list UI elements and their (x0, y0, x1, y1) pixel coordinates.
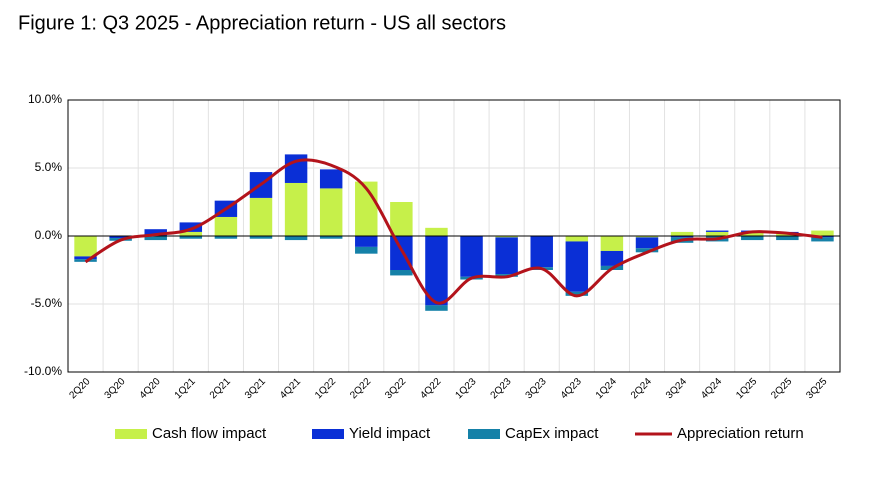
bar (425, 227, 448, 236)
x-tick-label: 3Q20 (103, 376, 128, 401)
x-tick-label: 1Q24 (594, 376, 619, 401)
bar (811, 237, 834, 242)
bar (635, 237, 659, 249)
x-tick-label: 2Q21 (208, 376, 233, 401)
bar (705, 231, 729, 236)
legend-label: Appreciation return (677, 425, 804, 442)
bar (249, 236, 273, 239)
bar (284, 236, 308, 241)
x-tick-label: 1Q25 (734, 376, 759, 401)
line (84, 158, 823, 305)
bar (600, 250, 624, 266)
x-tick-label: 4Q21 (278, 376, 303, 401)
y-tick-label: 0.0% (35, 228, 63, 242)
y-tick-label: -5.0% (31, 296, 63, 310)
x-tick-label: 2Q22 (348, 376, 373, 401)
x-tick-label: 3Q24 (664, 376, 689, 401)
legend-swatch (468, 429, 500, 439)
x-tick-label: 1Q22 (313, 376, 338, 401)
bar (425, 305, 448, 311)
bar (179, 236, 203, 239)
bar (179, 222, 203, 232)
y-tick-label: -10.0% (24, 364, 62, 378)
x-tick-label: 4Q24 (699, 376, 724, 401)
bar (565, 291, 589, 296)
x-tick-label: 4Q23 (559, 376, 584, 401)
bar (319, 188, 343, 236)
bar (249, 197, 273, 236)
x-tick-label: 4Q20 (138, 376, 163, 401)
bar (741, 231, 764, 236)
bar (355, 246, 378, 254)
bar (319, 236, 343, 239)
x-tick-label: 2Q23 (489, 376, 514, 401)
bar (460, 236, 483, 277)
x-tick-label: 2Q25 (769, 376, 794, 401)
y-tick-label: 5.0% (35, 160, 63, 174)
bar (390, 202, 413, 236)
legend-label: Yield impact (349, 425, 431, 442)
bar (214, 216, 238, 236)
bar (565, 241, 589, 292)
legend-label: CapEx impact (505, 425, 599, 442)
bar (565, 236, 589, 242)
legend-label: Cash flow impact (152, 425, 267, 442)
bar (74, 256, 97, 260)
x-tick-label: 1Q23 (453, 376, 478, 401)
x-tick-label: 1Q21 (173, 376, 198, 401)
bar (811, 230, 834, 236)
x-tick-label: 3Q25 (804, 376, 829, 401)
bar (670, 231, 694, 236)
bar (635, 236, 659, 238)
chart-title: Figure 1: Q3 2025 - Appreciation return … (18, 12, 506, 34)
bar (530, 236, 553, 268)
bar (390, 270, 413, 276)
bar (109, 236, 132, 239)
bar (284, 182, 308, 236)
x-tick-label: 2Q20 (67, 376, 92, 401)
x-tick-label: 2Q24 (629, 376, 654, 401)
legend-swatch (115, 429, 147, 439)
x-tick-label: 3Q23 (524, 376, 549, 401)
x-tick-label: 4Q22 (418, 376, 443, 401)
x-tick-label: 3Q22 (383, 376, 408, 401)
bar (355, 236, 378, 247)
bar (144, 236, 167, 241)
bar (741, 236, 764, 241)
bar (495, 236, 518, 238)
bar (319, 169, 343, 189)
bar (214, 236, 238, 239)
bar (705, 230, 729, 232)
x-tick-label: 3Q21 (243, 376, 268, 401)
y-tick-label: 10.0% (28, 92, 62, 106)
bar (670, 236, 694, 238)
bar (600, 236, 624, 251)
bar (179, 231, 203, 236)
bar (776, 236, 799, 241)
bar (635, 248, 659, 253)
legend-swatch (312, 429, 344, 439)
bar (74, 236, 97, 257)
bar (425, 236, 448, 306)
bar (495, 237, 518, 275)
bar (144, 229, 167, 236)
